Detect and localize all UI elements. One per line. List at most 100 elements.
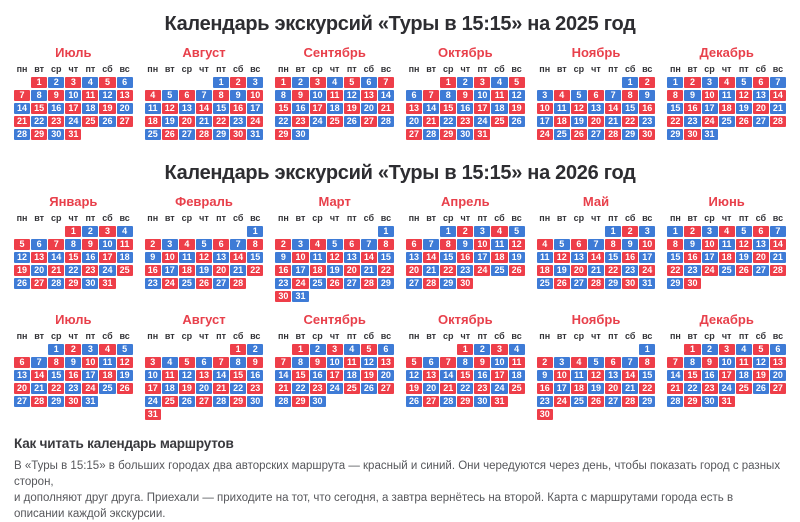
day-cell: 27 xyxy=(116,116,133,127)
day-cell: 28 xyxy=(423,278,440,289)
day-cell: 18 xyxy=(491,103,508,114)
day-cell: 18 xyxy=(508,370,525,381)
day-cell: 6 xyxy=(752,77,769,88)
weekday-label: ср xyxy=(704,331,715,341)
weekday-label: ср xyxy=(312,213,323,223)
weekday-label: пт xyxy=(85,213,96,223)
day-cell: 15 xyxy=(230,370,247,381)
day-cell: 23 xyxy=(536,396,553,407)
weekday-label: пт xyxy=(738,64,749,74)
day-cell: 20 xyxy=(423,383,440,394)
day-cell: 3 xyxy=(491,344,508,355)
day-cell: 24 xyxy=(144,396,161,407)
day-cell: 9 xyxy=(684,239,701,250)
month-block: Март пн вт ср чт пт сб вс 1 2 3 4 5 6 7 8 9 10 11 12 13 14 15 1… xyxy=(275,194,394,302)
weekday-label: вс xyxy=(250,331,261,341)
month-title: Май xyxy=(582,194,610,209)
day-cell: 19 xyxy=(161,116,178,127)
weekday-label: вс xyxy=(380,64,392,74)
day-cell: 15 xyxy=(292,370,309,381)
day-cell: 4 xyxy=(144,90,161,101)
day-cell: 3 xyxy=(553,357,570,368)
day-cell: 1 xyxy=(667,77,684,88)
day-cell: 22 xyxy=(667,265,684,276)
weekday-row: пн вт ср чт пт сб вс xyxy=(537,63,656,75)
day-cell: 13 xyxy=(343,252,360,263)
months-row: Январь пн вт ср чт пт сб вс 1 2 3 4 5 6 7 8 9 10 11 12 13 14 1… xyxy=(14,194,786,302)
weekday-label: вт xyxy=(164,331,175,341)
day-cell: 8 xyxy=(275,90,292,101)
month-title: Ноябрь xyxy=(571,45,621,60)
weekday-label: пт xyxy=(346,64,357,74)
day-cell: 13 xyxy=(769,357,786,368)
weekday-label: пт xyxy=(477,213,488,223)
month-block: Октябрь пн вт ср чт пт сб вс 1 2 3 4 5 6 7 8 9 10 11 12 13 14… xyxy=(405,45,525,140)
day-cell: 28 xyxy=(14,129,31,140)
day-cell: 31 xyxy=(99,278,116,289)
day-cell: 22 xyxy=(213,116,230,127)
day-cell: 18 xyxy=(99,370,116,381)
day-cell: 26 xyxy=(405,396,423,407)
weekday-label: пн xyxy=(669,64,681,74)
empty-cell xyxy=(588,344,604,355)
day-cell: 23 xyxy=(292,116,309,127)
empty-cell xyxy=(196,77,212,88)
day-cell: 22 xyxy=(684,383,701,394)
day-cell: 27 xyxy=(752,116,769,127)
day-cell: 15 xyxy=(65,252,82,263)
day-grid: 1 2 3 4 5 6 7 8 9 10 11 12 13 14 15 16 17 18 19 20 21 22 23 24 2… xyxy=(405,226,525,289)
day-cell: 14 xyxy=(587,252,605,263)
day-cell: 26 xyxy=(14,278,31,289)
day-cell: 15 xyxy=(667,103,684,114)
empty-cell xyxy=(423,344,439,355)
weekday-label: чт xyxy=(591,213,601,223)
day-cell: 24 xyxy=(161,278,178,289)
weekday-label: пн xyxy=(147,213,159,223)
empty-cell xyxy=(537,226,553,237)
day-cell: 1 xyxy=(275,77,292,88)
day-cell: 16 xyxy=(65,370,82,381)
weekday-label: пт xyxy=(216,64,226,74)
empty-cell xyxy=(440,344,456,355)
day-cell: 12 xyxy=(570,103,587,114)
month-title: Июнь xyxy=(708,194,745,209)
day-cell: 23 xyxy=(82,265,99,276)
day-cell: 1 xyxy=(65,226,82,237)
day-cell: 24 xyxy=(639,265,656,276)
weekday-label: вт xyxy=(295,213,306,223)
day-cell: 10 xyxy=(701,239,718,250)
day-cell: 7 xyxy=(605,90,622,101)
weekday-label: пт xyxy=(85,331,96,341)
day-cell: 22 xyxy=(230,383,247,394)
day-cell: 2 xyxy=(684,226,701,237)
day-cell: 23 xyxy=(144,278,161,289)
day-cell: 20 xyxy=(195,383,213,394)
day-cell: 23 xyxy=(474,383,491,394)
day-cell: 14 xyxy=(423,252,440,263)
day-cell: 4 xyxy=(508,344,525,355)
day-cell: 21 xyxy=(230,265,247,276)
month-block: Апрель пн вт ср чт пт сб вс 1 2 3 4 5 6 7 8 9 10 11 12 13 14 1… xyxy=(405,194,525,302)
weekday-label: чт xyxy=(721,213,732,223)
month-title: Октябрь xyxy=(438,45,493,60)
weekday-label: чт xyxy=(199,331,209,341)
day-cell: 3 xyxy=(639,226,656,237)
day-cell: 4 xyxy=(326,77,343,88)
day-cell: 22 xyxy=(65,265,82,276)
day-grid: 1 2 3 4 5 6 7 8 9 10 11 12 13 14 15 16 17 18 19 20 21 22 23 24 2… xyxy=(14,344,133,407)
day-cell: 19 xyxy=(195,265,213,276)
day-cell: 16 xyxy=(48,103,65,114)
day-cell: 25 xyxy=(553,129,570,140)
day-cell: 16 xyxy=(622,252,639,263)
day-cell: 4 xyxy=(178,239,195,250)
empty-cell xyxy=(14,226,30,237)
day-cell: 4 xyxy=(116,226,133,237)
day-cell: 5 xyxy=(508,226,525,237)
day-cell: 31 xyxy=(491,396,508,407)
day-cell: 13 xyxy=(213,252,230,263)
day-cell: 20 xyxy=(360,103,377,114)
weekday-label: вс xyxy=(511,331,522,341)
day-cell: 23 xyxy=(65,383,82,394)
weekday-label: чт xyxy=(199,213,209,223)
day-cell: 21 xyxy=(275,383,292,394)
